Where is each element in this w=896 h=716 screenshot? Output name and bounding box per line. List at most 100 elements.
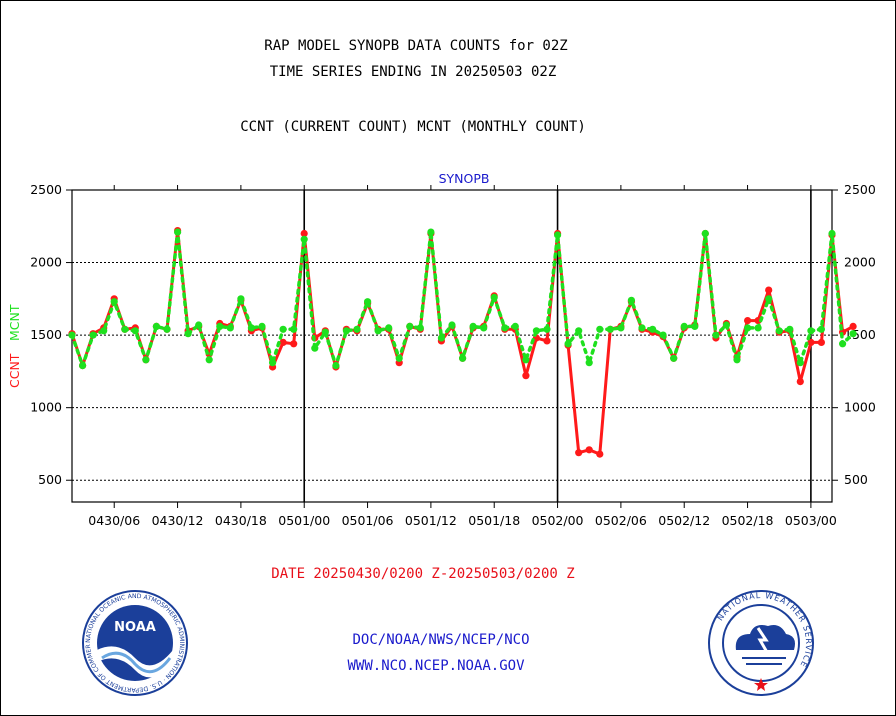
data-point-mcnt [575, 327, 583, 335]
data-point-ccnt [543, 337, 551, 345]
date-range-label: DATE 20250430/0200 Z-20250503/0200 Z [271, 566, 575, 582]
data-point-mcnt [807, 327, 815, 335]
data-point-mcnt [670, 354, 678, 362]
data-point-ccnt [765, 286, 773, 294]
data-point-mcnt [469, 322, 477, 330]
data-point-mcnt [374, 327, 382, 335]
plot-frame [71, 189, 833, 503]
data-point-mcnt [596, 325, 604, 333]
data-point-mcnt [459, 354, 467, 362]
data-point-ccnt [596, 450, 604, 458]
x-tick-label: 0503/00 [785, 513, 837, 528]
y-tick-label-right: 500 [844, 472, 868, 487]
data-point-mcnt [490, 293, 498, 301]
x-tick-label: 0502/06 [595, 513, 647, 528]
data-point-ccnt [522, 372, 530, 380]
x-tick-label: 0502/12 [658, 513, 710, 528]
data-point-mcnt [279, 325, 287, 333]
data-point-mcnt [828, 229, 836, 238]
data-point-mcnt [332, 362, 340, 370]
data-point-mcnt [121, 325, 129, 333]
org-path-link[interactable]: DOC/NOAA/NWS/NCEP/NCO [352, 632, 530, 648]
data-point-mcnt [247, 324, 255, 332]
data-point-mcnt [733, 356, 741, 364]
data-point-mcnt [659, 331, 667, 339]
data-point-mcnt [627, 296, 636, 304]
data-point-mcnt [364, 298, 372, 306]
data-point-mcnt [448, 321, 456, 329]
data-point-mcnt [765, 295, 773, 303]
website-link[interactable]: WWW.NCO.NCEP.NOAA.GOV [347, 658, 525, 674]
nws-logo: NATIONAL WEATHER SERVICE [708, 590, 814, 696]
y-tick-label-left: 2000 [30, 255, 62, 270]
data-point-mcnt [237, 295, 245, 303]
data-point-mcnt [321, 328, 329, 336]
data-point-mcnt [680, 322, 688, 330]
chart-subtitle: CCNT (CURRENT COUNT) MCNT (MONTHLY COUNT… [240, 119, 586, 135]
y-tick-label-left: 500 [38, 472, 62, 487]
data-point-mcnt [163, 325, 171, 333]
data-point-mcnt [511, 322, 519, 330]
data-point-mcnt [427, 228, 435, 236]
data-point-ccnt [796, 378, 804, 386]
y-tick-label-left: 2500 [30, 182, 62, 197]
y-tick-label-right: 1000 [844, 400, 876, 415]
data-point-mcnt [564, 340, 572, 348]
data-point-mcnt [691, 322, 699, 330]
data-point-ccnt [279, 338, 287, 346]
data-point-mcnt [311, 344, 319, 352]
data-point-mcnt [543, 325, 551, 333]
data-point-mcnt [437, 334, 445, 342]
x-tick-label: 0501/06 [342, 513, 394, 528]
x-tick-label: 0430/18 [215, 513, 267, 528]
data-point-mcnt [290, 325, 298, 333]
data-point-mcnt [649, 325, 657, 333]
data-point-mcnt [786, 325, 794, 333]
data-point-ccnt [585, 446, 593, 454]
data-point-mcnt [79, 362, 87, 370]
data-point-mcnt [100, 327, 108, 335]
data-point-mcnt [532, 327, 541, 335]
data-point-mcnt [269, 359, 277, 367]
data-point-mcnt [554, 231, 562, 239]
data-point-ccnt [807, 338, 815, 346]
data-point-ccnt [575, 449, 583, 457]
data-point-mcnt [395, 354, 403, 362]
y-axis-label-ccnt: CCNT [7, 353, 22, 388]
data-point-mcnt [174, 228, 182, 236]
y-tick-label-left: 1000 [30, 400, 62, 415]
data-point-mcnt [606, 325, 614, 333]
data-point-mcnt [722, 321, 731, 329]
data-point-mcnt [817, 325, 826, 333]
x-tick-label: 0502/18 [722, 513, 774, 528]
series-line-ccnt [70, 229, 854, 456]
data-point-mcnt [522, 356, 530, 364]
data-point-mcnt [796, 359, 804, 367]
x-tick-label: 0502/00 [532, 513, 584, 528]
data-point-mcnt [216, 322, 224, 330]
data-point-mcnt [353, 325, 361, 333]
noaa-logo: NOAA NATIONAL OCEANIC AND ATMOSPHERIC AD… [80, 588, 188, 696]
data-point-mcnt [152, 322, 160, 330]
data-point-mcnt [68, 331, 76, 339]
data-point-mcnt [89, 331, 97, 339]
data-point-mcnt [110, 298, 118, 306]
data-point-mcnt [385, 324, 393, 332]
data-point-mcnt [184, 330, 192, 338]
data-point-ccnt [290, 340, 298, 348]
series-line-mcnt [70, 230, 855, 368]
noaa-logo-text: NOAA [114, 620, 156, 635]
data-point-mcnt [775, 327, 783, 335]
x-tick-label: 0501/12 [405, 513, 457, 528]
data-point-mcnt [701, 229, 709, 238]
data-point-mcnt [839, 340, 847, 348]
data-point-ccnt [300, 229, 308, 238]
data-point-mcnt [617, 324, 625, 332]
data-point-mcnt [638, 324, 646, 332]
data-point-mcnt [205, 356, 213, 364]
plot-title: SYNOPB [439, 171, 490, 186]
data-point-mcnt [744, 324, 752, 332]
y-tick-label-left: 1500 [30, 327, 62, 342]
